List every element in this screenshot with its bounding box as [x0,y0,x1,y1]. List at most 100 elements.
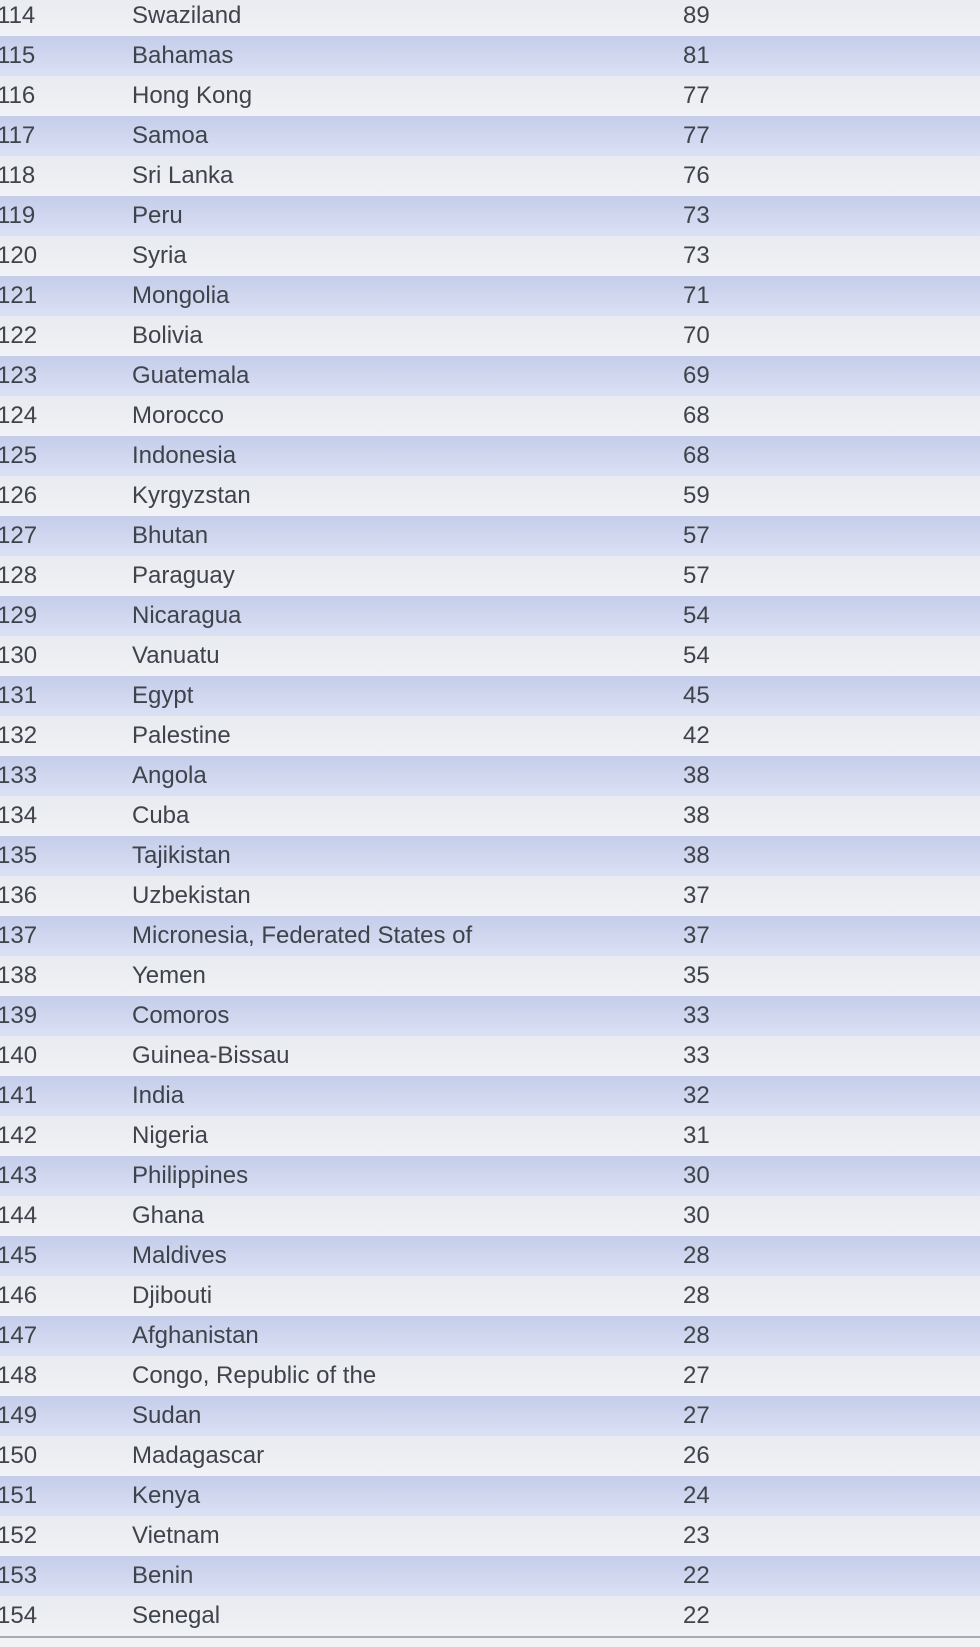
rank-cell: 140 [0,1042,38,1069]
rank-cell: 135 [0,842,38,869]
table-row: 147 Afghanistan 28 [0,1316,980,1356]
country-cell: Mongolia [132,282,230,309]
rank-cell: 125 [0,442,38,469]
rank-cell: 118 [0,162,36,189]
value-cell: 70 [683,322,710,349]
value-cell: 68 [683,402,710,429]
country-cell: Tajikistan [132,842,231,869]
rank-cell: 148 [0,1362,38,1389]
table-row: 119 Peru 73 [0,196,980,236]
country-cell: Madagascar [132,1442,265,1469]
country-cell: Djibouti [132,1282,213,1309]
country-cell: Nicaragua [132,602,242,629]
table-row: 152 Vietnam 23 [0,1516,980,1556]
value-cell: 54 [683,602,710,629]
value-cell: 28 [683,1282,710,1309]
country-cell: Senegal [132,1602,221,1629]
table-row: 134 Cuba 38 [0,796,980,836]
country-cell: Cuba [132,802,190,829]
value-cell: 26 [683,1442,710,1469]
table-row: 136 Uzbekistan 37 [0,876,980,916]
country-cell: Uzbekistan [132,882,251,909]
value-cell: 38 [683,842,710,869]
country-cell: Comoros [132,1002,230,1029]
value-cell: 57 [683,522,710,549]
rank-cell: 137 [0,922,38,949]
table-row: 151 Kenya 24 [0,1476,980,1516]
table-bottom-border [0,1636,980,1638]
value-cell: 28 [683,1242,710,1269]
value-cell: 73 [683,242,710,269]
value-cell: 22 [683,1602,710,1629]
value-cell: 68 [683,442,710,469]
country-cell: Palestine [132,722,231,749]
rank-cell: 130 [0,642,38,669]
rank-cell: 121 [0,282,38,309]
table-row: 142 Nigeria 31 [0,1116,980,1156]
rank-cell: 150 [0,1442,38,1469]
rank-cell: 152 [0,1522,38,1549]
country-cell: Philippines [132,1162,249,1189]
value-cell: 38 [683,802,710,829]
rank-cell: 116 [0,82,36,109]
value-cell: 45 [683,682,710,709]
table-row: 130 Vanuatu 54 [0,636,980,676]
value-cell: 76 [683,162,710,189]
country-cell: Morocco [132,402,225,429]
value-cell: 77 [683,82,710,109]
table-row: 144 Ghana 30 [0,1196,980,1236]
value-cell: 33 [683,1002,710,1029]
table-row: 120 Syria 73 [0,236,980,276]
value-cell: 31 [683,1122,710,1149]
country-cell: Ghana [132,1202,205,1229]
country-cell: Egypt [132,682,194,709]
country-cell: Sudan [132,1402,202,1429]
rank-cell: 143 [0,1162,38,1189]
country-cell: Benin [132,1562,194,1589]
value-cell: 89 [683,2,710,29]
country-cell: Afghanistan [132,1322,259,1349]
table-row: 126 Kyrgyzstan 59 [0,476,980,516]
rank-cell: 134 [0,802,38,829]
table-row: 140 Guinea-Bissau 33 [0,1036,980,1076]
country-cell: Bahamas [132,42,234,69]
table-row: 154 Senegal 22 [0,1596,980,1636]
rank-cell: 128 [0,562,38,589]
table-row: 131 Egypt 45 [0,676,980,716]
value-cell: 38 [683,762,710,789]
country-cell: Kyrgyzstan [132,482,251,509]
country-cell: Syria [132,242,187,269]
country-cell: Guatemala [132,362,250,389]
rank-cell: 124 [0,402,38,429]
value-cell: 37 [683,922,710,949]
value-cell: 35 [683,962,710,989]
rank-cell: 129 [0,602,38,629]
rank-cell: 127 [0,522,38,549]
country-cell: Bolivia [132,322,203,349]
table-row: 146 Djibouti 28 [0,1276,980,1316]
value-cell: 28 [683,1322,710,1349]
value-cell: 73 [683,202,710,229]
table-row: 121 Mongolia 71 [0,276,980,316]
table-row: 128 Paraguay 57 [0,556,980,596]
rank-cell: 131 [0,682,38,709]
table-row: 148 Congo, Republic of the 27 [0,1356,980,1396]
table-row: 149 Sudan 27 [0,1396,980,1436]
country-cell: Guinea-Bissau [132,1042,290,1069]
rank-cell: 144 [0,1202,38,1229]
value-cell: 57 [683,562,710,589]
rank-cell: 132 [0,722,38,749]
value-cell: 22 [683,1562,710,1589]
rank-cell: 149 [0,1402,38,1429]
country-cell: Sri Lanka [132,162,234,189]
table-row: 132 Palestine 42 [0,716,980,756]
rank-cell: 138 [0,962,38,989]
table-row: 117 Samoa 77 [0,116,980,156]
country-cell: Samoa [132,122,209,149]
country-cell: India [132,1082,185,1109]
table-row: 127 Bhutan 57 [0,516,980,556]
value-cell: 27 [683,1362,710,1389]
country-cell: Swaziland [132,2,242,29]
rank-cell: 154 [0,1602,38,1629]
table-row: 137 Micronesia, Federated States of 37 [0,916,980,956]
